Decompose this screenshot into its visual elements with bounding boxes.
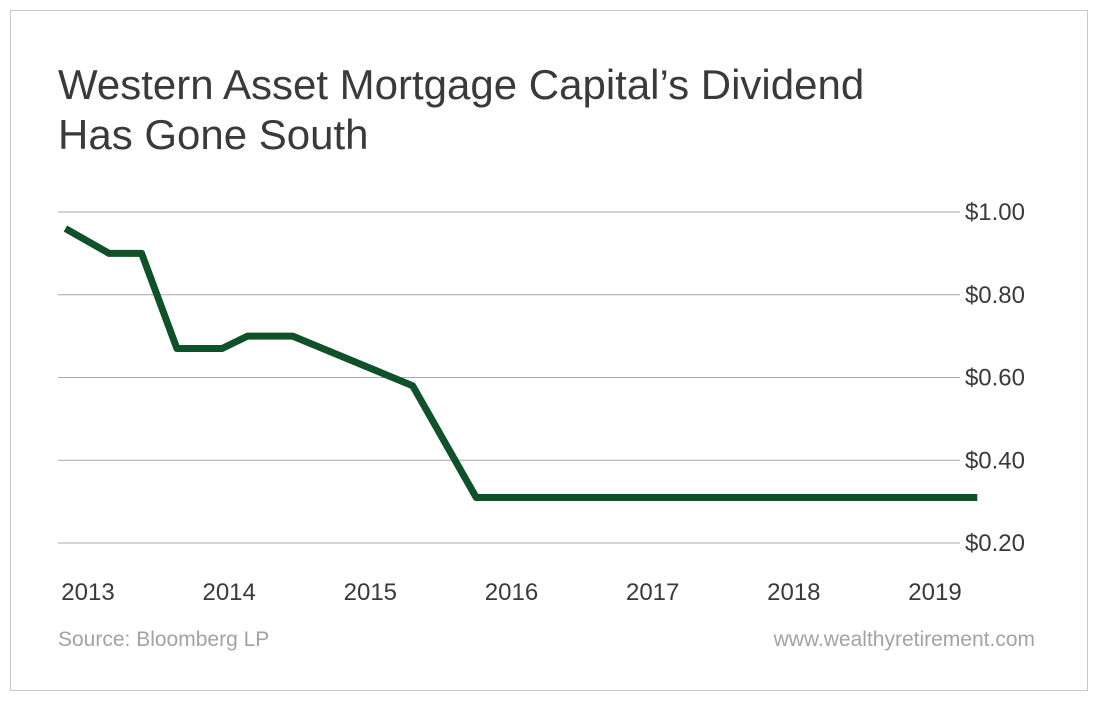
x-tick-label: 2016	[485, 579, 538, 606]
chart-title-line-1: Western Asset Mortgage Capital’s Dividen…	[58, 61, 865, 108]
chart-title: Western Asset Mortgage Capital’s Dividen…	[58, 60, 1018, 160]
x-tick-label: 2014	[202, 579, 255, 606]
x-tick-label: 2019	[908, 579, 961, 606]
y-tick-label: $0.80	[965, 282, 1025, 309]
source-note: Source: Bloomberg LP	[58, 628, 270, 651]
x-tick-label: 2017	[626, 579, 679, 606]
website-url[interactable]: www.wealthyretirement.com	[773, 628, 1035, 651]
y-tick-label: $1.00	[965, 199, 1025, 226]
y-tick-label: $0.40	[965, 447, 1025, 474]
y-tick-label: $0.60	[965, 365, 1025, 392]
x-tick-label: 2013	[61, 579, 114, 606]
chart-title-line-2: Has Gone South	[58, 111, 369, 158]
dividend-series-line	[63, 225, 978, 501]
x-tick-label: 2018	[767, 579, 820, 606]
x-tick-label: 2015	[344, 579, 397, 606]
y-tick-label: $0.20	[965, 530, 1025, 557]
